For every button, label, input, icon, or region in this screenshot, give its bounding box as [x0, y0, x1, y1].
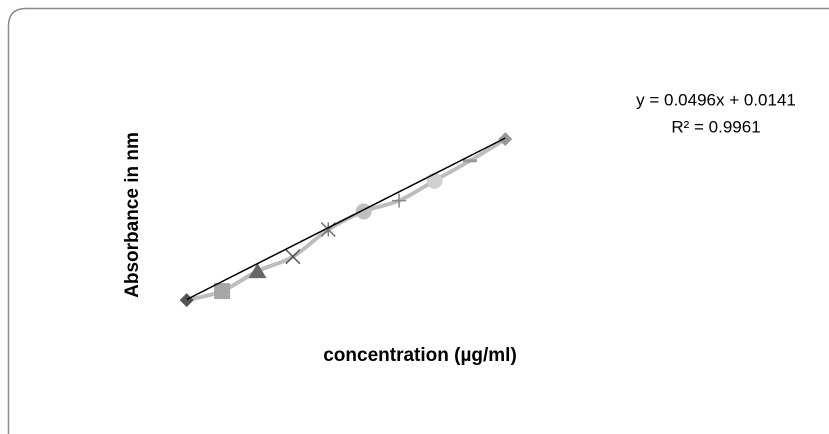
trendline: [186, 137, 506, 301]
marker: [355, 203, 372, 220]
chart-border: [7, 7, 829, 434]
marker: [426, 172, 443, 189]
marker: [179, 293, 194, 308]
marker: [392, 193, 407, 208]
r-squared: R² = 0.9961: [671, 117, 760, 136]
x-axis-title: concentration (µg/ml): [323, 345, 517, 366]
marker: [248, 263, 267, 279]
marker: [285, 249, 301, 265]
marker: [498, 132, 513, 147]
marker: [214, 283, 231, 300]
y-axis-title: Absorbance in nm: [122, 132, 143, 298]
trendline-equation: y = 0.0496x + 0.0141: [636, 90, 796, 109]
